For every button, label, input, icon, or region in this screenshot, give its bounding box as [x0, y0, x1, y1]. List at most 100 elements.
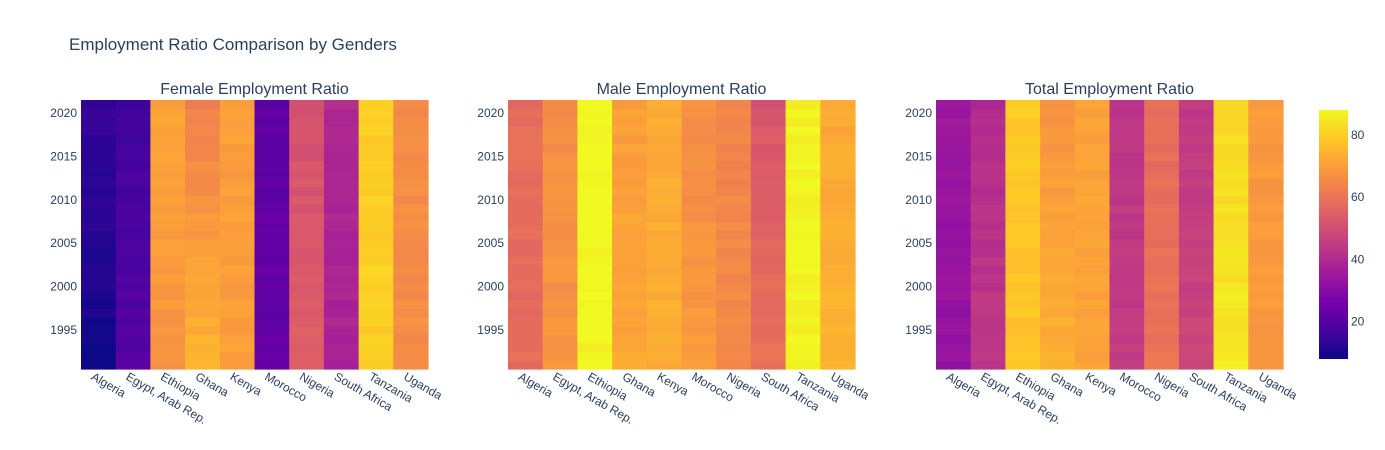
heatmap-cell [785, 117, 821, 127]
heatmap-cell [1248, 108, 1284, 118]
heatmap-cell [785, 334, 821, 344]
heatmap-cell [254, 143, 290, 153]
heatmap-cell [393, 351, 429, 361]
heatmap-cell [716, 221, 752, 231]
heatmap-cell [508, 290, 544, 301]
heatmap-cell [1040, 273, 1076, 283]
heatmap-cell [323, 134, 360, 144]
heatmap-cell [1040, 100, 1076, 110]
heatmap-cell [1040, 334, 1076, 344]
heatmap-cell [358, 108, 394, 118]
heatmap-cell [750, 282, 787, 292]
heatmap-cell [785, 152, 821, 162]
heatmap-cell [681, 247, 717, 257]
heatmap-cell [750, 178, 787, 188]
heatmap-cell [1144, 282, 1180, 292]
heatmap-cell [1074, 290, 1111, 301]
heatmap-cell [577, 186, 613, 197]
heatmap-cell [358, 221, 394, 231]
colorbar-tick-label: 20 [1351, 315, 1365, 329]
heatmap-cell [185, 221, 221, 231]
heatmap-cell [1213, 204, 1249, 214]
heatmap-cell [1074, 221, 1111, 231]
heatmap-cell [716, 247, 752, 257]
heatmap-cell [1005, 160, 1041, 171]
heatmap-cell [150, 342, 186, 353]
heatmap-cell [185, 256, 221, 266]
heatmap-cell [970, 316, 1006, 327]
heatmap-cell [542, 325, 578, 335]
heatmap-cell [1074, 152, 1111, 162]
heatmap-cell [785, 256, 821, 266]
heatmap-cell [716, 152, 752, 162]
heatmap-cell [219, 152, 256, 162]
heatmap-cell [1144, 152, 1180, 162]
heatmap-cell [1109, 126, 1145, 136]
heatmap-cell [254, 273, 290, 283]
heatmap-cell [716, 290, 752, 301]
heatmap-cell [323, 221, 360, 231]
heatmap-cell [185, 143, 221, 153]
heatmap-cell [970, 334, 1006, 344]
heatmap-cell [1040, 360, 1076, 370]
heatmap-cell [750, 299, 787, 309]
heatmap-cell [150, 290, 186, 301]
heatmap-cell [1178, 264, 1215, 275]
heatmap-cell [1248, 290, 1284, 301]
heatmap-cell [820, 316, 856, 327]
heatmap-cell [185, 152, 221, 162]
heatmap-cell [115, 195, 151, 205]
heatmap-cell [542, 195, 578, 205]
heatmap-cell [1109, 178, 1145, 188]
heatmap-cell [577, 160, 613, 171]
heatmap-cell [936, 117, 972, 127]
heatmap-cell [577, 273, 613, 283]
heatmap-cell [1005, 221, 1041, 231]
heatmap-cell [716, 117, 752, 127]
heatmap-cell [254, 342, 290, 353]
heatmap-cell [358, 360, 394, 370]
heatmap-cell [289, 316, 325, 327]
heatmap-cell [185, 247, 221, 257]
heatmap-cell [612, 221, 648, 231]
heatmap-cell [358, 334, 394, 344]
heatmap-cell [508, 117, 544, 127]
heatmap-cell [716, 204, 752, 214]
heatmap-cell [785, 221, 821, 231]
heatmap-cell [358, 178, 394, 188]
heatmap-cell [750, 117, 787, 127]
heatmap-cell [358, 186, 394, 197]
heatmap-cell [1248, 178, 1284, 188]
heatmap-cell [323, 256, 360, 266]
heatmap-cell [1074, 325, 1111, 335]
heatmap-cell [219, 195, 256, 205]
heatmap-cell [970, 152, 1006, 162]
heatmap-cell [716, 256, 752, 266]
heatmap-cell [185, 186, 221, 197]
heatmap-cell [612, 360, 648, 370]
heatmap-cell [81, 143, 117, 153]
heatmap-cell [750, 290, 787, 301]
heatmap-cell [681, 204, 717, 214]
heatmap-cell [681, 212, 717, 223]
heatmap-cell [936, 134, 972, 144]
heatmap-cell [681, 160, 717, 171]
heatmap-cell [785, 342, 821, 353]
heatmap-cell [785, 204, 821, 214]
heatmap-cell [150, 126, 186, 136]
heatmap-cell [820, 282, 856, 292]
heatmap-cell [646, 351, 683, 361]
heatmap-cell [612, 186, 648, 197]
heatmap-cell [393, 100, 429, 110]
heatmap-cell [254, 334, 290, 344]
heatmap-cell [393, 264, 429, 275]
heatmap-cell [185, 342, 221, 353]
heatmap-cell [820, 160, 856, 171]
heatmap-cell [219, 342, 256, 353]
heatmap-cell [1248, 100, 1284, 110]
heatmap-cell [646, 238, 683, 249]
heatmap-cell [646, 143, 683, 153]
heatmap-panels: Female Employment Ratio 1995 2000 2005 2010 2… [50, 81, 1300, 427]
heatmap-cell [716, 351, 752, 361]
heatmap-cell [323, 325, 360, 335]
